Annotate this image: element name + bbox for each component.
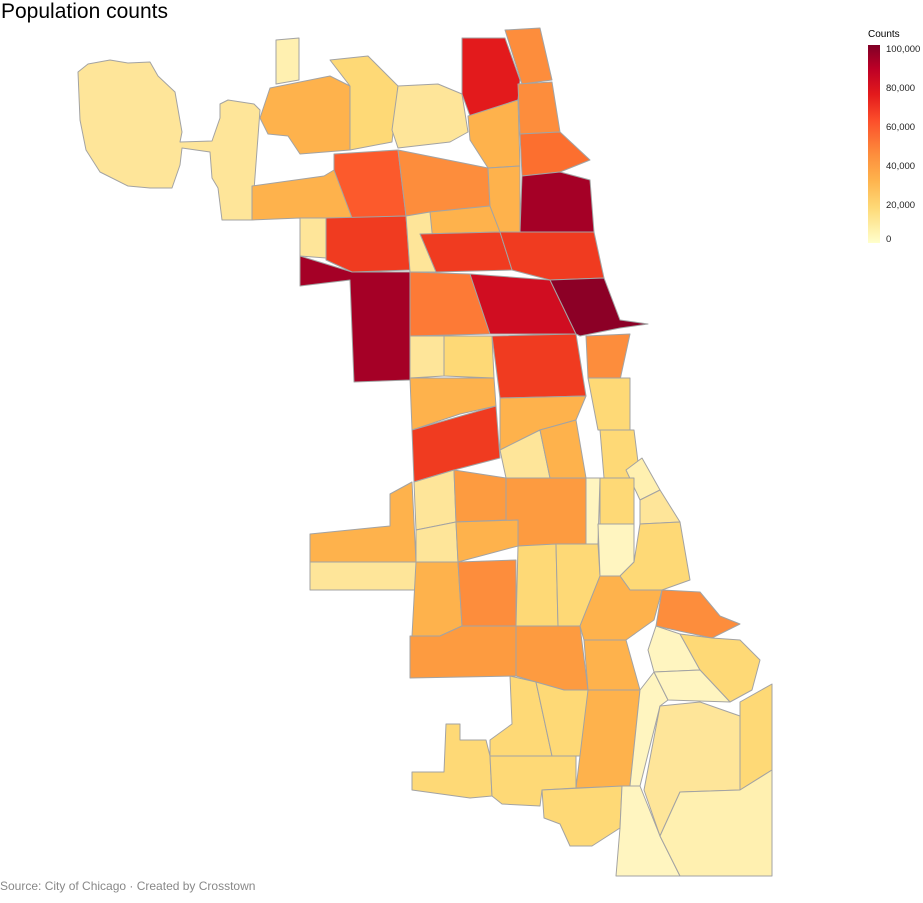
- region-north-lakefront-3[interactable]: [519, 171, 595, 233]
- region-englewood[interactable]: [515, 543, 559, 627]
- region-west-elsdon[interactable]: [455, 519, 519, 563]
- map-title: Population counts: [1, 0, 168, 23]
- legend-tick-100000: 100,000: [886, 44, 921, 55]
- region-chatham[interactable]: [579, 575, 663, 641]
- region-lower-west-side[interactable]: [491, 333, 587, 399]
- region-north-lakefront-1[interactable]: [517, 81, 561, 135]
- region-north-lawndale[interactable]: [409, 377, 497, 431]
- region-far-northwest[interactable]: [77, 59, 261, 221]
- region-west-lawn-south[interactable]: [411, 561, 463, 637]
- region-morgan-park[interactable]: [489, 755, 577, 807]
- region-roseland[interactable]: [583, 639, 641, 691]
- source-caption: Source: City of Chicago · Created by Cro…: [0, 879, 256, 893]
- region-austin[interactable]: [299, 255, 411, 383]
- region-douglas[interactable]: [587, 377, 631, 431]
- color-legend: Counts 100,000 80,000 60,000 40,000 20,0…: [868, 29, 923, 259]
- region-norwood-north[interactable]: [275, 37, 300, 85]
- region-garfield-park[interactable]: [409, 335, 445, 379]
- region-mount-greenwood[interactable]: [411, 723, 493, 799]
- region-dunning-east[interactable]: [299, 217, 327, 259]
- region-south-deering[interactable]: [653, 669, 731, 703]
- legend-color-bar: [868, 45, 880, 243]
- legend-tick-40000: 40,000: [886, 161, 916, 172]
- region-washington-park[interactable]: [599, 477, 635, 525]
- region-gage-park[interactable]: [453, 469, 507, 523]
- region-south-lawndale[interactable]: [411, 405, 501, 483]
- region-north-lakefront-2[interactable]: [519, 131, 591, 177]
- region-chicago-lawn[interactable]: [457, 559, 517, 627]
- region-norwood-park[interactable]: [259, 75, 351, 155]
- region-clearing[interactable]: [309, 561, 417, 591]
- legend-tick-80000: 80,000: [886, 83, 916, 94]
- legend-tick-0: 0: [886, 234, 892, 245]
- region-near-west[interactable]: [443, 335, 495, 379]
- legend-tick-20000: 20,000: [886, 200, 916, 211]
- region-dunning[interactable]: [325, 215, 411, 273]
- region-west-pullman[interactable]: [541, 785, 623, 847]
- region-north-lakefront-4[interactable]: [499, 231, 605, 281]
- region-edison-park[interactable]: [329, 55, 399, 151]
- region-irving-park[interactable]: [397, 149, 491, 217]
- region-forest-glen[interactable]: [391, 83, 469, 149]
- region-near-north[interactable]: [549, 277, 649, 337]
- legend-tick-60000: 60,000: [886, 122, 916, 133]
- region-garfield-ridge[interactable]: [309, 481, 417, 563]
- legend-title: Counts: [868, 29, 900, 40]
- region-jefferson-park[interactable]: [251, 169, 353, 221]
- region-hegewisch[interactable]: [659, 769, 773, 877]
- region-logan-square[interactable]: [419, 231, 513, 273]
- region-far-north-lake[interactable]: [504, 27, 553, 85]
- region-south-loop[interactable]: [585, 333, 631, 381]
